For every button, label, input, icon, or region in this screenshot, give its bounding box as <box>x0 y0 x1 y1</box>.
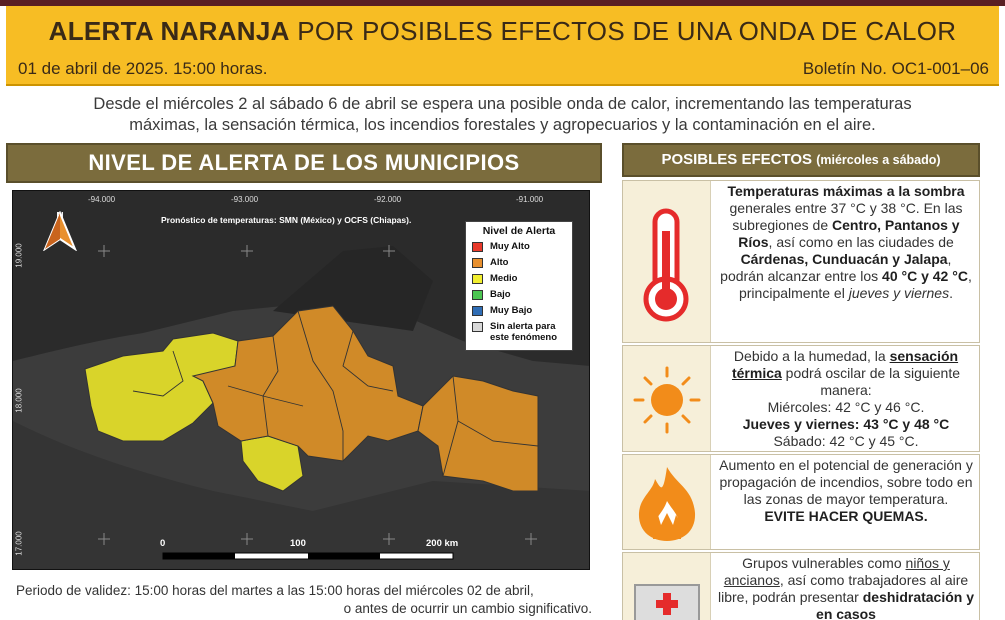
lat-label: 18.000 <box>14 388 24 413</box>
legend-label: Alto <box>490 257 509 268</box>
alert-header: ALERTA NARANJA POR POSIBLES EFECTOS DE U… <box>6 6 999 86</box>
heat-index-thursday-friday: Jueves y viernes: 43 °C y 48 °C <box>742 416 950 432</box>
validity-line-2: o antes de ocurrir un cambio significati… <box>343 601 592 616</box>
alert-title-rest: POR POSIBLES EFECTOS DE UNA ONDA DE CALO… <box>297 16 957 46</box>
alert-legend: Nivel de Alerta Muy Alto Alto Medio Bajo… <box>465 221 573 351</box>
text-bold: Cárdenas, Cunduacán y Jalapa <box>740 251 948 267</box>
effect-row-fires: Aumento en el potencial de generación y … <box>622 454 980 550</box>
text-italic: jueves y viernes <box>848 285 950 301</box>
text-bold: 40 °C y 42 °C <box>882 268 968 284</box>
effect-row-temperature: Temperaturas máximas a la sombra general… <box>622 180 980 343</box>
lon-label: -91.000 <box>516 195 544 204</box>
lon-label: -92.000 <box>374 195 402 204</box>
text: , principalmente el <box>738 268 972 301</box>
text-bold: Temperaturas máximas a la sombra <box>727 183 965 199</box>
effects-title: POSIBLES EFECTOS (miércoles a sábado) <box>622 143 980 177</box>
north-arrow-icon: N <box>43 211 77 251</box>
text: Grupos vulnerables como <box>742 555 906 571</box>
legend-swatch-muy-alto <box>472 242 483 252</box>
lon-label: -94.000 <box>88 195 116 204</box>
legend-label: Muy Alto <box>490 241 530 252</box>
lat-label: 19.000 <box>14 243 24 268</box>
thermometer-icon <box>623 181 711 342</box>
effect-text-fires: Aumento en el potencial de generación y … <box>717 457 975 525</box>
legend-swatch-bajo <box>472 290 483 300</box>
effect-row-heat-index: Debido a la humedad, la sensación térmic… <box>622 345 980 452</box>
effect-text-vulnerable-groups: Grupos vulnerables como niños y ancianos… <box>717 555 975 620</box>
effect-text-temperature: Temperaturas máximas a la sombra general… <box>717 183 975 302</box>
text-bold: Centro, Pantanos y Ríos <box>738 217 960 250</box>
legend-label: Sin alerta para este fenómeno <box>490 321 558 343</box>
effect-text-heat-index: Debido a la humedad, la sensación térmic… <box>717 348 975 450</box>
text: , podrán alcanzar entre los <box>720 251 952 284</box>
legend-item: Medio <box>472 273 566 284</box>
validity-period: Periodo de validez: 15:00 horas del mart… <box>14 582 592 618</box>
lon-label: -93.000 <box>231 195 259 204</box>
text-underlined: niños y ancianos <box>723 555 950 588</box>
alert-level-text: ALERTA NARANJA <box>48 16 290 46</box>
legend-item: Muy Alto <box>472 241 566 252</box>
alert-map: Nivel de Alerta Muy Alto Alto Medio Bajo… <box>12 190 590 570</box>
text: , así como en las ciudades de <box>768 234 954 250</box>
legend-item: Muy Bajo <box>472 305 566 316</box>
text: Aumento en el potencial de generación y … <box>719 457 973 507</box>
map-source-credit: Pronóstico de temperaturas: SMN (México)… <box>161 215 412 225</box>
issue-date: 01 de abril de 2025. 15:00 horas. <box>18 59 268 78</box>
legend-item: Alto <box>472 257 566 268</box>
text-bold: deshidratación y en casos <box>816 589 975 620</box>
effect-row-vulnerable-groups: Grupos vulnerables como niños y ancianos… <box>622 552 980 620</box>
intro-text: Desde el miércoles 2 al sábado 6 de abri… <box>10 94 995 136</box>
text: Debido a la humedad, la <box>733 348 890 364</box>
validity-line-1: Periodo de validez: 15:00 horas del mart… <box>16 583 534 598</box>
intro-line-2: máximas, la sensación térmica, los incen… <box>129 116 876 134</box>
text: , así como trabajadores al aire libre, p… <box>717 572 969 605</box>
legend-label: Muy Bajo <box>490 305 533 316</box>
legend-swatch-alto <box>472 258 483 268</box>
alert-title: ALERTA NARANJA POR POSIBLES EFECTOS DE U… <box>6 16 999 47</box>
municipal-alert-title: NIVEL DE ALERTA DE LOS MUNICIPIOS <box>6 143 602 183</box>
legend-item: Bajo <box>472 289 566 300</box>
legend-label: Medio <box>490 273 518 284</box>
effects-table: Temperaturas máximas a la sombra general… <box>622 180 980 620</box>
text: podrá oscilar de la siguiente manera: <box>781 365 961 398</box>
text-bold: sensación térmica <box>731 348 959 381</box>
text: generales entre 37 °C y 38 °C. En las su… <box>729 200 963 233</box>
fire-icon <box>623 455 711 549</box>
heat-index-wednesday: Miércoles: 42 °C y 46 °C. <box>767 399 925 415</box>
text-bold: EVITE HACER QUEMAS. <box>764 508 928 524</box>
first-aid-icon <box>623 553 711 620</box>
effects-title-main: POSIBLES EFECTOS <box>661 151 813 168</box>
scale-label-0: 0 <box>160 538 166 549</box>
legend-label: Bajo <box>490 289 511 300</box>
scale-label-200: 200 km <box>426 538 459 549</box>
scale-label-100: 100 <box>290 538 306 549</box>
text: . <box>949 285 953 301</box>
legend-swatch-sin-alerta <box>472 322 483 332</box>
legend-item: Sin alerta para este fenómeno <box>472 321 566 343</box>
heat-index-saturday: Sábado: 42 °C y 45 °C. <box>773 433 919 449</box>
lat-label: 17.000 <box>14 531 24 556</box>
legend-swatch-medio <box>472 274 483 284</box>
map-graphic <box>13 191 589 569</box>
legend-title: Nivel de Alerta <box>482 225 556 237</box>
top-accent-bar <box>0 0 1005 6</box>
sun-icon <box>623 346 711 451</box>
effects-title-suffix: (miércoles a sábado) <box>816 153 941 167</box>
legend-swatch-muy-bajo <box>472 306 483 316</box>
intro-line-1: Desde el miércoles 2 al sábado 6 de abri… <box>93 95 912 113</box>
bulletin-number: Boletín No. OC1-001–06 <box>802 59 989 78</box>
